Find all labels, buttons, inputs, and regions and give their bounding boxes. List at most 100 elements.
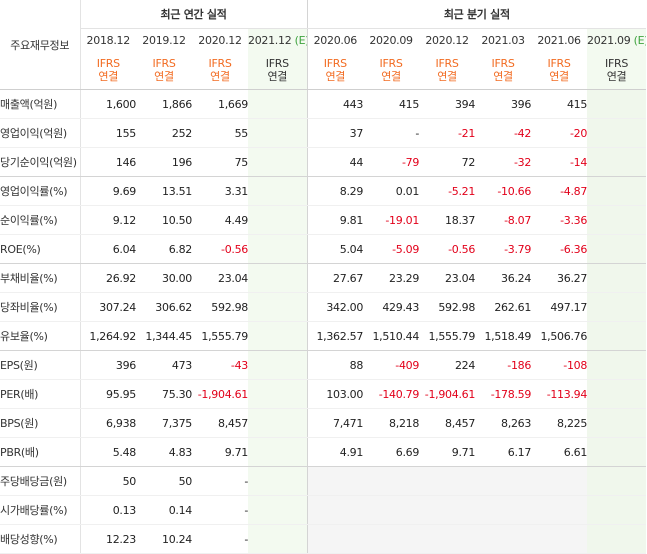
quarterly-value-cell: 7,471 [306,408,364,438]
quarterly-value-cell: 6.69 [363,437,420,467]
quarterly-value-cell [531,466,588,496]
quarterly-value-cell: 8,263 [475,408,532,438]
table-row: 순이익률(%) 9.12 10.50 4.49 9.81 -19.01 18.37 -8.07… [0,205,647,235]
quarterly-value-cell: 88 [306,350,364,380]
annual-period-0: 2018.12 [80,29,136,52]
annual-value-cell: 13.51 [136,176,192,206]
quarterly-value-cell: 72 [419,147,476,177]
quarterly-value-cell: 394 [419,89,476,119]
annual-value-cell [248,350,308,380]
ifrs-badge: IFRS 연결 [306,51,364,90]
table-row: 배당성향(%) 12.23 10.24- [0,524,647,554]
annual-value-cell: 1,264.92 [80,321,136,351]
quarterly-value-cell [306,495,364,525]
annual-value-cell [248,205,308,235]
quarterly-period-label: 2021.03 [481,33,525,47]
annual-value-cell: 1,669 [192,89,248,119]
consolidated-label: 연결 [549,70,569,83]
annual-value-cell: 592.98 [192,292,248,322]
quarterly-value-cell [419,466,476,496]
quarterly-value-cell: -5.21 [419,176,476,206]
ifrs-badge: IFRS 연결 [248,51,308,90]
annual-value-cell: 146 [80,147,136,177]
quarterly-period-label: 2020.06 [313,33,358,47]
quarterly-value-cell: 429.43 [363,292,420,322]
table-row: 당기순이익(억원) 146 196 75 44 -79 72 -32 -14 [0,147,647,177]
table-row: 영업이익률(%) 9.69 13.51 3.31 8.29 0.01 -5.21 -10.66… [0,176,647,206]
quarterly-value-cell: -186 [475,350,532,380]
quarterly-value-cell [587,89,647,119]
annual-value-cell: 23.04 [192,263,248,293]
quarterly-period-3: 2021.03 [475,29,531,52]
annual-value-cell: 6,938 [80,408,136,438]
quarterly-value-cell: 36.27 [531,263,588,293]
table-row: EPS(원) 396 473 -43 88 -409 224 -186 -108 [0,350,647,380]
annual-value-cell [248,118,308,148]
annual-value-cell [248,379,308,409]
consolidated-label: 연결 [437,70,457,83]
annual-value-cell: 8,457 [192,408,248,438]
quarterly-value-cell: -42 [475,118,532,148]
row-label: EPS(원) [0,350,81,380]
quarterly-period-0: 2020.06 [306,28,364,51]
annual-value-cell: 1,866 [136,89,192,119]
quarterly-value-cell [587,524,647,554]
quarterly-value-cell: 224 [419,350,476,380]
annual-value-cell: 1,344.45 [136,321,192,351]
quarterly-value-cell [587,495,647,525]
quarterly-value-cell [363,466,420,496]
table-row: 유보율(%) 1,264.92 1,344.45 1,555.79 1,362.57 1,… [0,321,647,351]
annual-period-2: 2020.12 [192,29,248,52]
quarterly-value-cell [587,234,647,264]
quarterly-value-cell: 4.91 [306,437,364,467]
annual-value-cell: 9.12 [80,205,136,235]
quarterly-period-1: 2020.09 [363,29,419,52]
annual-value-cell: -0.56 [192,234,248,264]
quarterly-value-cell [587,205,647,235]
quarterly-value-cell: -8.07 [475,205,532,235]
annual-value-cell: - [192,466,248,496]
annual-value-cell: 1,555.79 [192,321,248,351]
quarterly-value-cell: 342.00 [306,292,364,322]
estimate-mark: (E) [633,33,646,47]
annual-value-cell: 6.82 [136,234,192,264]
quarterly-value-cell [419,524,476,554]
row-label: 부채비율(%) [0,263,81,293]
annual-value-cell: - [192,495,248,525]
quarterly-value-cell [419,495,476,525]
table-row: 매출액(억원) 1,600 1,866 1,669 443 415 394 396 415 [0,89,647,119]
annual-period-3: 2021.12 (E) [248,28,308,51]
quarterly-value-cell: 1,510.44 [363,321,420,351]
quarterly-value-cell [587,321,647,351]
ifrs-label: IFRS [605,57,629,70]
annual-value-cell [248,321,308,351]
quarterly-value-cell: 1,555.79 [419,321,476,351]
table-row: 부채비율(%) 26.92 30.00 23.04 27.67 23.29 23.04 36.… [0,263,647,293]
quarterly-value-cell: 36.24 [475,263,532,293]
ifrs-badge: IFRS 연결 [363,51,420,90]
ifrs-badge: IFRS 연결 [192,51,248,90]
quarterly-period-4: 2021.06 [531,29,587,52]
annual-value-cell: 5.48 [80,437,136,467]
annual-period-1: 2019.12 [136,29,192,52]
quarterly-value-cell: -0.56 [419,234,476,264]
quarterly-value-cell: 262.61 [475,292,532,322]
annual-value-cell [248,466,308,496]
quarterly-value-cell: 497.17 [531,292,588,322]
quarterly-value-cell: 415 [531,89,588,119]
quarterly-value-cell [587,147,647,177]
annual-value-cell: 473 [136,350,192,380]
quarterly-value-cell: -10.66 [475,176,532,206]
quarterly-value-cell: -32 [475,147,532,177]
quarterly-value-cell: -21 [419,118,476,148]
annual-value-cell: 26.92 [80,263,136,293]
table-row: PBR(배) 5.48 4.83 9.71 4.91 6.69 9.71 6.17 6.61 [0,437,647,467]
quarterly-value-cell [531,495,588,525]
quarterly-value-cell [587,437,647,467]
quarterly-value-cell: -19.01 [363,205,420,235]
quarterly-value-cell: -20 [531,118,588,148]
annual-value-cell: 12.23 [80,524,136,554]
quarterly-value-cell: 5.04 [306,234,364,264]
quarterly-value-cell: -113.94 [531,379,588,409]
quarterly-value-cell: 1,362.57 [306,321,364,351]
